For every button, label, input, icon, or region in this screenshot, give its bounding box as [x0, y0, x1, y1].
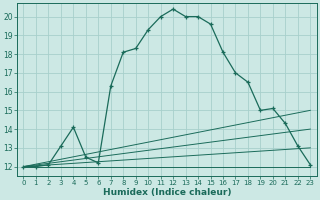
- X-axis label: Humidex (Indice chaleur): Humidex (Indice chaleur): [103, 188, 231, 197]
